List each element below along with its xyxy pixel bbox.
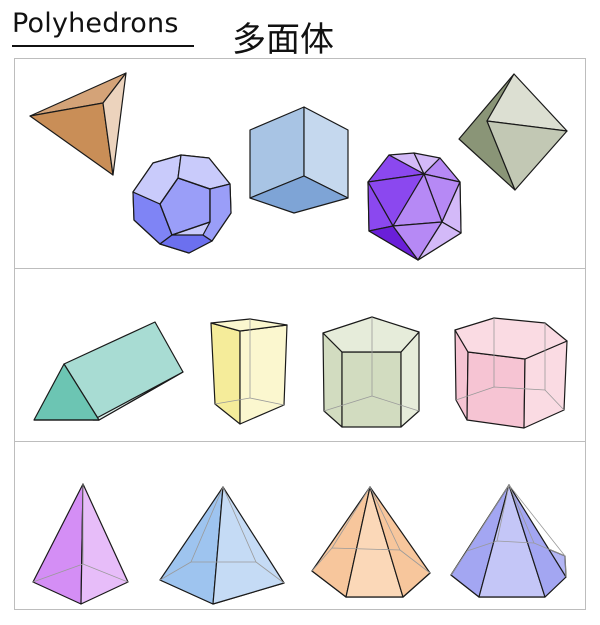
- hexagonal-pyramid: [311, 486, 431, 598]
- page-title-chinese: 多面体: [232, 20, 334, 60]
- dodecahedron: [132, 154, 232, 254]
- square-pyramid: [32, 483, 129, 605]
- triangular-prism: [33, 321, 184, 421]
- polyhedron-grid-frame: [14, 58, 586, 610]
- icosahedron: [367, 152, 462, 261]
- pentagonal-prism: [322, 316, 420, 428]
- heptagonal-pyramid: [450, 484, 567, 598]
- page-title-english: Polyhedrons: [12, 8, 179, 39]
- tetrahedron: [29, 72, 127, 176]
- octahedron: [458, 73, 568, 191]
- row-divider-1: [14, 268, 586, 269]
- cube: [249, 106, 349, 214]
- square-prism: [210, 318, 288, 425]
- row-divider-2: [14, 441, 586, 442]
- pentagonal-pyramid: [159, 486, 285, 605]
- hexagonal-prism: [454, 317, 568, 429]
- title-underline: [12, 45, 194, 47]
